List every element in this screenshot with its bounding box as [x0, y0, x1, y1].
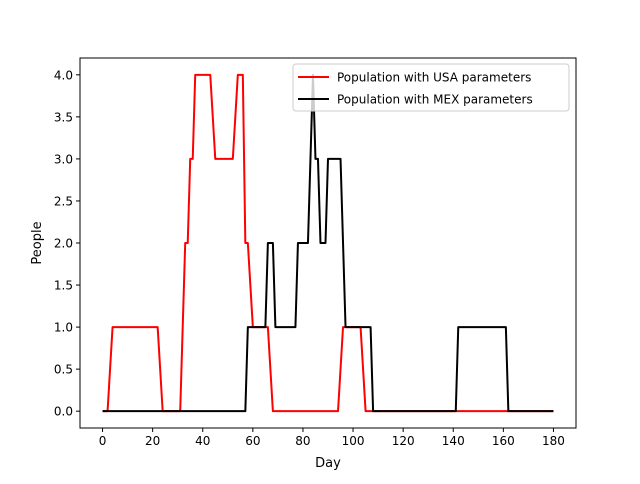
y-tick-label: 1.0	[54, 321, 73, 335]
y-axis: 0.0 0.5 1.0 1.5 2.0 2.5 3.0 3.5 4.0	[54, 68, 80, 419]
y-tick-label: 4.0	[54, 68, 73, 82]
series-line-2	[102, 73, 554, 413]
y-tick-label: 1.5	[54, 279, 73, 293]
series-layer	[102, 73, 554, 413]
y-tick-label: 0.0	[54, 405, 73, 419]
legend-box	[292, 63, 570, 112]
legend-label-2: Population with MEX parameters	[337, 93, 533, 107]
x-tick-label: 120	[392, 434, 415, 448]
x-tick-label: 20	[145, 434, 160, 448]
x-tick-label: 100	[342, 434, 365, 448]
y-tick-label: 2.5	[54, 194, 73, 208]
y-tick-label: 2.0	[54, 237, 73, 251]
x-axis: 0 20 40 60 80 100 120 140 160 180	[99, 428, 565, 448]
legend-label-1: Population with USA parameters	[337, 71, 531, 85]
legend: Population with USA parameters Population…	[292, 63, 570, 112]
y-tick-label: 0.5	[54, 363, 73, 377]
x-tick-label: 40	[195, 434, 210, 448]
x-tick-label: 0	[99, 434, 107, 448]
x-tick-label: 140	[442, 434, 465, 448]
x-axis-label: Day	[315, 456, 341, 471]
x-tick-label: 180	[542, 434, 565, 448]
y-tick-label: 3.0	[54, 152, 73, 166]
y-axis-label: People	[30, 221, 45, 264]
x-tick-label: 80	[295, 434, 310, 448]
x-tick-label: 160	[492, 434, 515, 448]
y-tick-label: 3.5	[54, 110, 73, 124]
x-tick-label: 60	[245, 434, 260, 448]
